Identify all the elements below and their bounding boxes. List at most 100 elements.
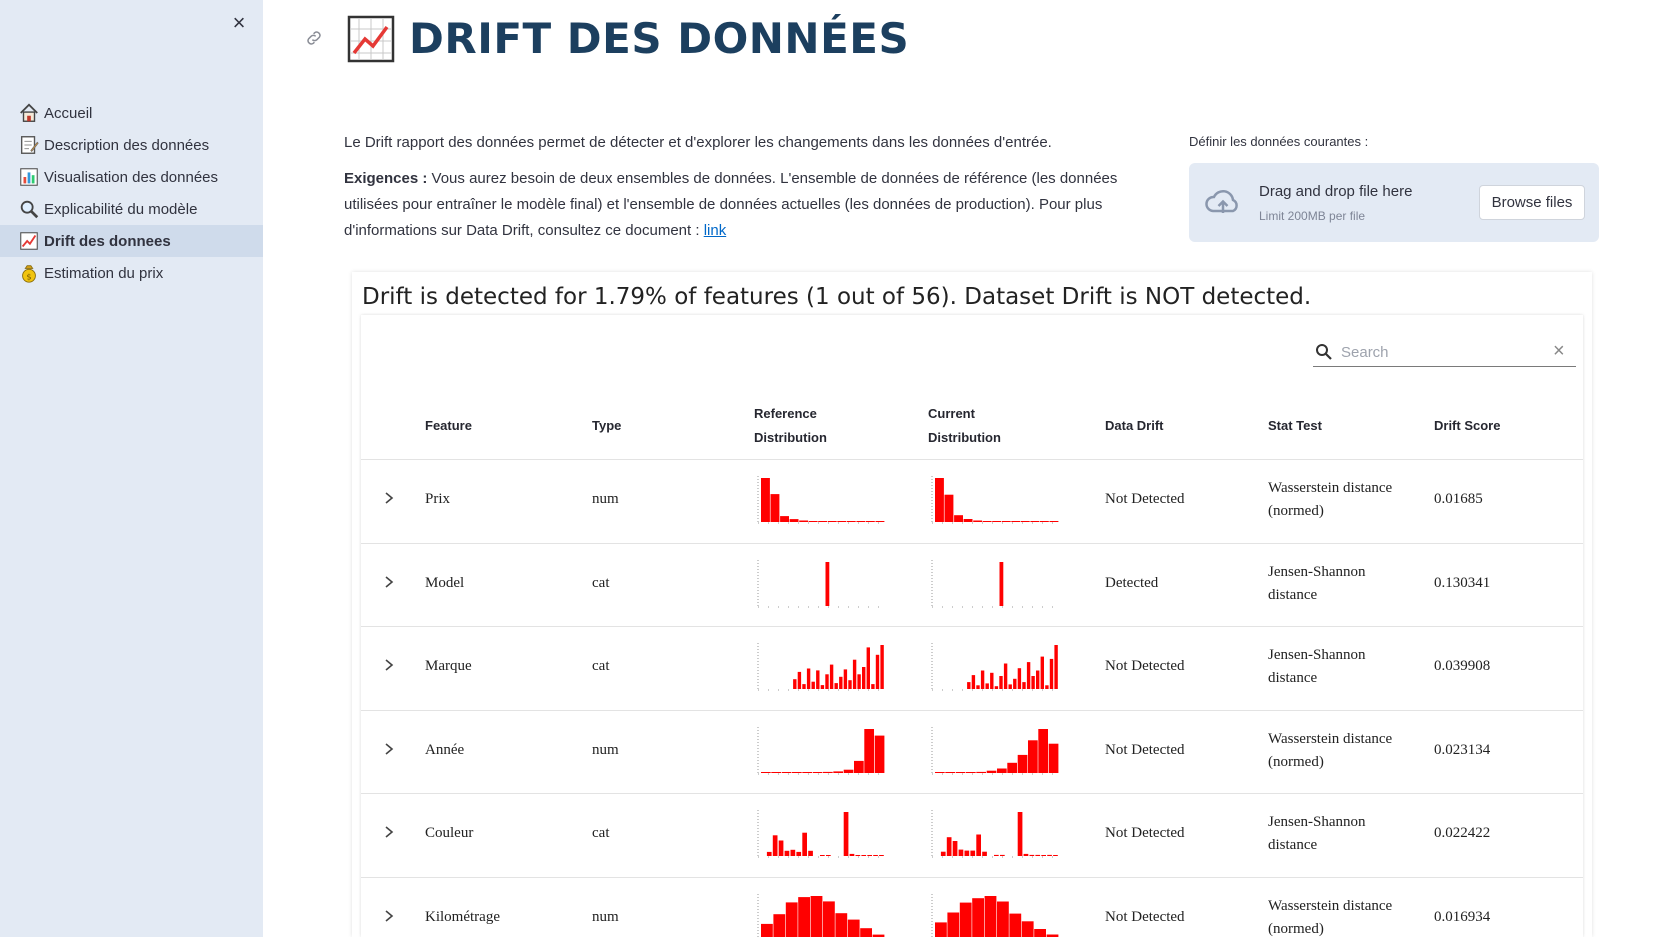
browse-files-button[interactable]: Browse files [1479, 185, 1585, 220]
histogram-bar [848, 680, 852, 689]
sidebar-item-visualisation[interactable]: Visualisation des données [0, 161, 263, 193]
header-cur-line2: Distribution [928, 430, 1001, 445]
cell-stat-test: Jensen-Shannon distance [1268, 563, 1366, 603]
histogram-bar [792, 771, 802, 773]
close-icon[interactable]: × [232, 10, 246, 35]
house-icon [18, 102, 40, 124]
histogram-bar [823, 900, 835, 937]
histogram-bar [1003, 663, 1008, 689]
histogram-bar [862, 667, 866, 689]
histogram-bar [781, 771, 792, 773]
table-header: Feature Type Reference Distribution Curr… [361, 390, 1583, 460]
chevron-right-icon[interactable] [381, 908, 397, 924]
histogram-bar [1036, 670, 1040, 689]
histogram-bar [1001, 521, 1011, 522]
chevron-right-icon[interactable] [381, 657, 397, 673]
cell-feature: Model [425, 574, 465, 591]
current-distribution-chart [931, 643, 1059, 691]
chevron-right-icon[interactable] [381, 741, 397, 757]
histogram-bar [963, 519, 973, 522]
histogram-bar [935, 478, 944, 522]
table-row[interactable]: Marque cat Not Detected Jensen-Shannon d… [361, 627, 1583, 711]
histogram-bar [833, 770, 843, 773]
sidebar-item-accueil[interactable]: Accueil [0, 97, 263, 129]
histogram-bar [855, 855, 861, 856]
histogram-bar [808, 521, 818, 522]
histogram-bar [994, 686, 999, 689]
table-row[interactable]: Prix num Not Detected Wasserstein distan… [361, 460, 1583, 544]
histogram-bar [854, 760, 864, 773]
cell-stat-test: Wasserstein distance (normed) [1268, 897, 1393, 937]
histogram-bar [997, 768, 1007, 773]
histogram-bar [1008, 684, 1012, 689]
clear-search-icon[interactable]: × [1553, 340, 1565, 362]
histogram-bar [766, 851, 772, 856]
histogram-bar [1053, 855, 1058, 856]
magnifier-icon [18, 198, 40, 220]
histogram-bar [959, 902, 972, 937]
histogram-bar [972, 897, 984, 937]
cell-stat-test: Wasserstein distance (normed) [1268, 480, 1393, 519]
current-distribution-chart [931, 810, 1059, 858]
histogram-bar [778, 840, 784, 856]
requirements-label: Exigences : [344, 170, 428, 187]
dropzone-text: Drag and drop file here [1259, 183, 1413, 200]
header-stat-test[interactable]: Stat Test [1268, 418, 1322, 433]
link-anchor-icon[interactable] [304, 28, 324, 48]
histogram-bar [935, 921, 947, 937]
cell-type: cat [592, 574, 610, 591]
table-row[interactable]: Kilométrage num Not Detected Wasserstein… [361, 878, 1583, 937]
header-type[interactable]: Type [592, 418, 622, 433]
chevron-right-icon[interactable] [381, 824, 397, 840]
histogram-bar [945, 771, 955, 773]
doc-link[interactable]: link [703, 222, 727, 239]
sidebar: × Accueil Description des données Visual… [0, 0, 263, 937]
reference-distribution-chart [757, 559, 885, 607]
table-row[interactable]: Couleur cat Not Detected Jensen-Shannon … [361, 794, 1583, 878]
cell-data-drift: Detected [1105, 574, 1159, 591]
drift-report: Drift is detected for 1.79% of features … [352, 272, 1592, 937]
histogram-bar [856, 521, 866, 522]
header-data-drift[interactable]: Data Drift [1105, 418, 1164, 433]
cell-data-drift: Not Detected [1105, 908, 1185, 925]
table-row[interactable]: Année num Not Detected Wasserstein dista… [361, 711, 1583, 794]
chevron-right-icon[interactable] [381, 574, 397, 590]
search-input[interactable] [1341, 341, 1541, 363]
histogram-bar [985, 683, 989, 689]
cell-type: num [592, 491, 619, 507]
file-dropzone[interactable]: Drag and drop file here Limit 200MB per … [1189, 163, 1599, 242]
sidebar-item-label: Accueil [44, 104, 93, 122]
cell-stat-test: Jensen-Shannon distance [1268, 647, 1366, 686]
cell-feature: Kilométrage [425, 908, 500, 925]
histogram-bar [935, 771, 945, 773]
header-drift-score[interactable]: Drift Score [1434, 418, 1501, 433]
sidebar-item-description[interactable]: Description des données [0, 129, 263, 161]
sidebar-item-drift[interactable]: Drift des donnees [0, 225, 263, 257]
chevron-right-icon[interactable] [381, 490, 397, 506]
histogram-bar [1048, 743, 1059, 773]
sidebar-item-estimation[interactable]: $ Estimation du prix [0, 257, 263, 289]
header-feature[interactable]: Feature [425, 418, 472, 433]
histogram-bar [1017, 668, 1022, 689]
cell-stat-test: Wasserstein distance (normed) [1268, 730, 1393, 770]
histogram-bar [857, 674, 861, 689]
histogram-bar [816, 670, 820, 689]
histogram-bar [958, 849, 964, 856]
histogram-bar [808, 850, 813, 856]
header-current-distribution: Current Distribution [928, 402, 1001, 450]
table-body: Prix num Not Detected Wasserstein distan… [361, 460, 1583, 937]
histogram-bar [1049, 521, 1059, 522]
histogram-bar [976, 771, 986, 773]
trend-chart-icon [347, 15, 395, 62]
reference-distribution-chart [757, 643, 885, 691]
histogram-bar [871, 684, 875, 689]
cell-drift-score: 0.022422 [1434, 825, 1491, 841]
sidebar-item-explicabilite[interactable]: Explicabilité du modèle [0, 193, 263, 225]
cell-feature: Couleur [425, 825, 474, 841]
cell-type: cat [592, 825, 610, 841]
cell-feature: Année [425, 741, 465, 758]
table-row[interactable]: Model cat Detected Jensen-Shannon distan… [361, 544, 1583, 627]
bar-chart-icon [18, 166, 40, 188]
cell-type: num [592, 741, 619, 758]
cell-feature: Prix [425, 491, 451, 507]
